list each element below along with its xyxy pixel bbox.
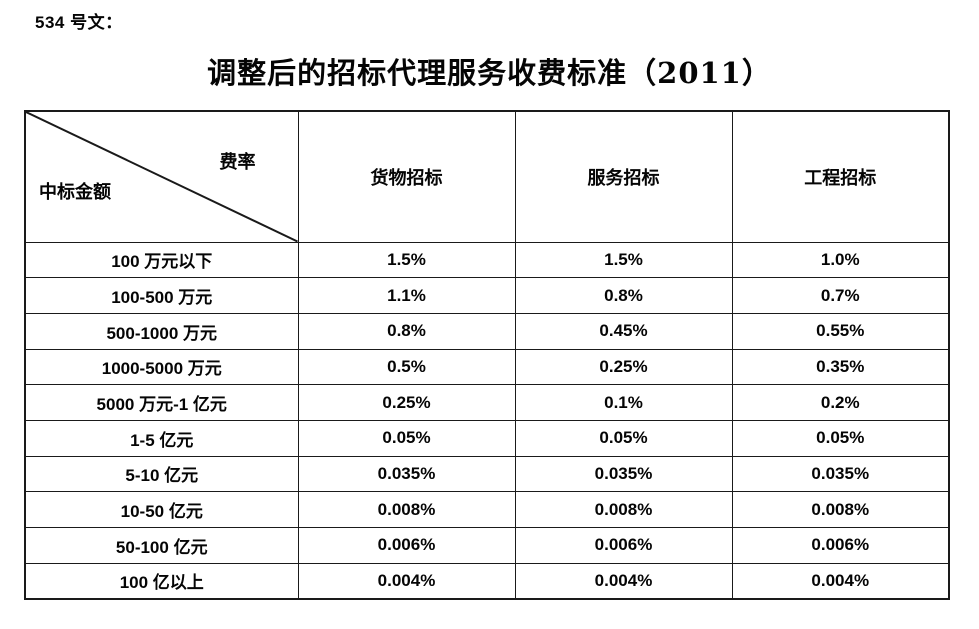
rate-cell: 0.008% [731,491,950,528]
rate-cell: 0.25% [514,348,733,386]
column-header-goods: 货物招标 [297,110,516,243]
rate-cell: 1.1% [297,277,516,314]
rate-cell: 0.05% [297,419,516,457]
corner-label-amount: 中标金额 [39,182,111,203]
table-row: 100 万元以下 1.5% 1.5% 1.0% [24,241,950,279]
row-label-cell: 100 亿以上 [24,562,299,600]
row-label-cell: 100 万元以下 [24,241,299,279]
row-label-cell: 100-500 万元 [24,277,299,314]
rate-cell: 0.006% [514,527,733,564]
rate-cell: 0.35% [731,348,950,386]
table-row: 500-1000 万元 0.8% 0.45% 0.55% [24,312,950,350]
rate-cell: 0.035% [514,455,733,493]
table-row: 1000-5000 万元 0.5% 0.25% 0.35% [24,348,950,386]
table-row: 5-10 亿元 0.035% 0.035% 0.035% [24,455,950,493]
row-label-cell: 5-10 亿元 [24,455,299,493]
rate-cell: 1.0% [731,241,950,279]
row-label-cell: 5000 万元-1 亿元 [24,384,299,421]
rate-cell: 0.006% [297,527,516,564]
row-label-cell: 500-1000 万元 [24,312,299,350]
rate-cell: 0.035% [297,455,516,493]
rate-cell: 0.8% [514,277,733,314]
rate-cell: 0.004% [514,562,733,600]
column-header-engineering: 工程招标 [731,110,950,243]
rate-cell: 1.5% [297,241,516,279]
row-label-cell: 50-100 亿元 [24,527,299,564]
row-label-cell: 1000-5000 万元 [24,348,299,386]
rate-cell: 0.05% [514,419,733,457]
row-label-cell: 10-50 亿元 [24,491,299,528]
rate-cell: 0.7% [731,277,950,314]
table-row: 100-500 万元 1.1% 0.8% 0.7% [24,277,950,314]
corner-label-rate: 费率 [219,152,256,173]
table-row: 100 亿以上 0.004% 0.004% 0.004% [24,562,950,600]
table-row: 5000 万元-1 亿元 0.25% 0.1% 0.2% [24,384,950,421]
corner-header-cell: 费率 中标金额 [24,110,299,243]
rate-cell: 0.006% [731,527,950,564]
document-reference: 534 号文： [35,13,123,32]
rate-cell: 1.5% [514,241,733,279]
rate-cell: 0.45% [514,312,733,350]
rate-cell: 0.004% [297,562,516,600]
rate-cell: 0.1% [514,384,733,421]
header-row: 费率 中标金额 货物招标 服务招标 工程招标 [24,110,950,243]
rate-cell: 0.008% [297,491,516,528]
row-label-cell: 1-5 亿元 [24,419,299,457]
rate-cell: 0.5% [297,348,516,386]
rate-cell: 0.25% [297,384,516,421]
page-title: 调整后的招标代理服务收费标准（2011） [207,56,772,90]
rate-cell: 0.8% [297,312,516,350]
column-header-services: 服务招标 [514,110,733,243]
rate-cell: 0.55% [731,312,950,350]
diagonal-divider-line [26,112,298,242]
table-row: 10-50 亿元 0.008% 0.008% 0.008% [24,491,950,528]
rate-cell: 0.008% [514,491,733,528]
rate-cell: 0.035% [731,455,950,493]
table-row: 1-5 亿元 0.05% 0.05% 0.05% [24,419,950,457]
table-row: 50-100 亿元 0.006% 0.006% 0.006% [24,527,950,564]
rate-cell: 0.05% [731,419,950,457]
rate-cell: 0.2% [731,384,950,421]
fee-rate-table: 费率 中标金额 货物招标 服务招标 工程招标 100 万元以下 1.5% 1.5… [24,110,950,600]
rate-cell: 0.004% [731,562,950,600]
